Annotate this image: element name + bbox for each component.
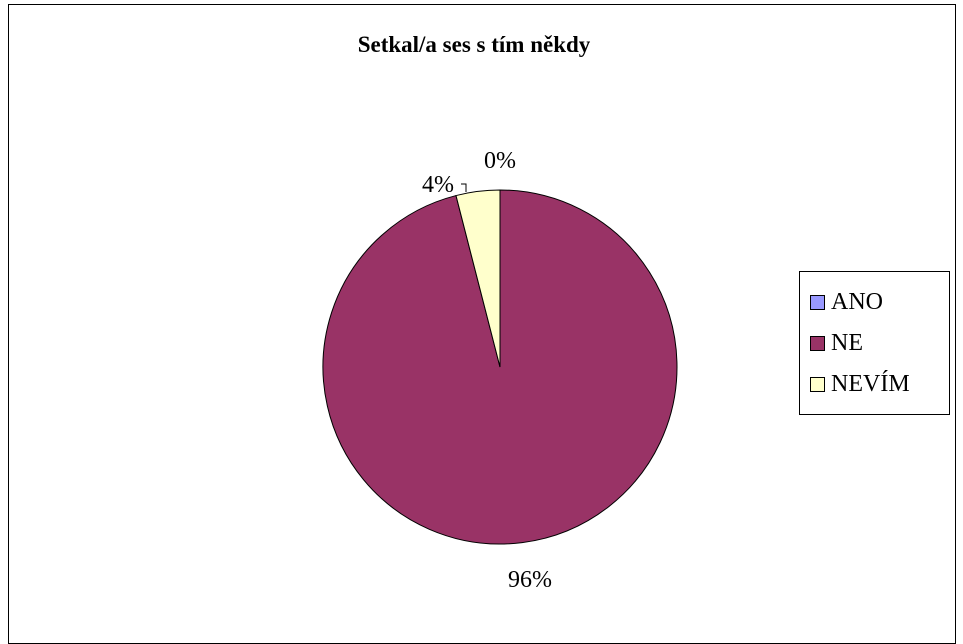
data-label-nevm: 4% <box>422 172 454 198</box>
legend-swatch-nevim <box>810 377 825 392</box>
legend-label-nevim: NEVÍM <box>831 371 910 397</box>
legend-label-ano: ANO <box>831 289 883 315</box>
legend-item-nevim: NEVÍM <box>800 364 949 405</box>
data-label-ano: 0% <box>484 148 516 174</box>
legend: ANO NE NEVÍM <box>799 271 950 415</box>
data-label-ne: 96% <box>508 567 552 593</box>
pie-slice-ne <box>322 189 678 545</box>
pie-chart: 0% 96% 4% <box>322 148 678 593</box>
legend-item-ano: ANO <box>800 282 949 323</box>
chart-title: Setkal/a ses s tím někdy <box>357 32 591 57</box>
leader-line-nevim <box>461 183 467 192</box>
legend-swatch-ano <box>810 295 825 310</box>
legend-swatch-ne <box>810 336 825 351</box>
legend-label-ne: NE <box>831 330 863 356</box>
pie-slice-nevm <box>455 189 501 368</box>
legend-item-ne: NE <box>800 323 949 364</box>
